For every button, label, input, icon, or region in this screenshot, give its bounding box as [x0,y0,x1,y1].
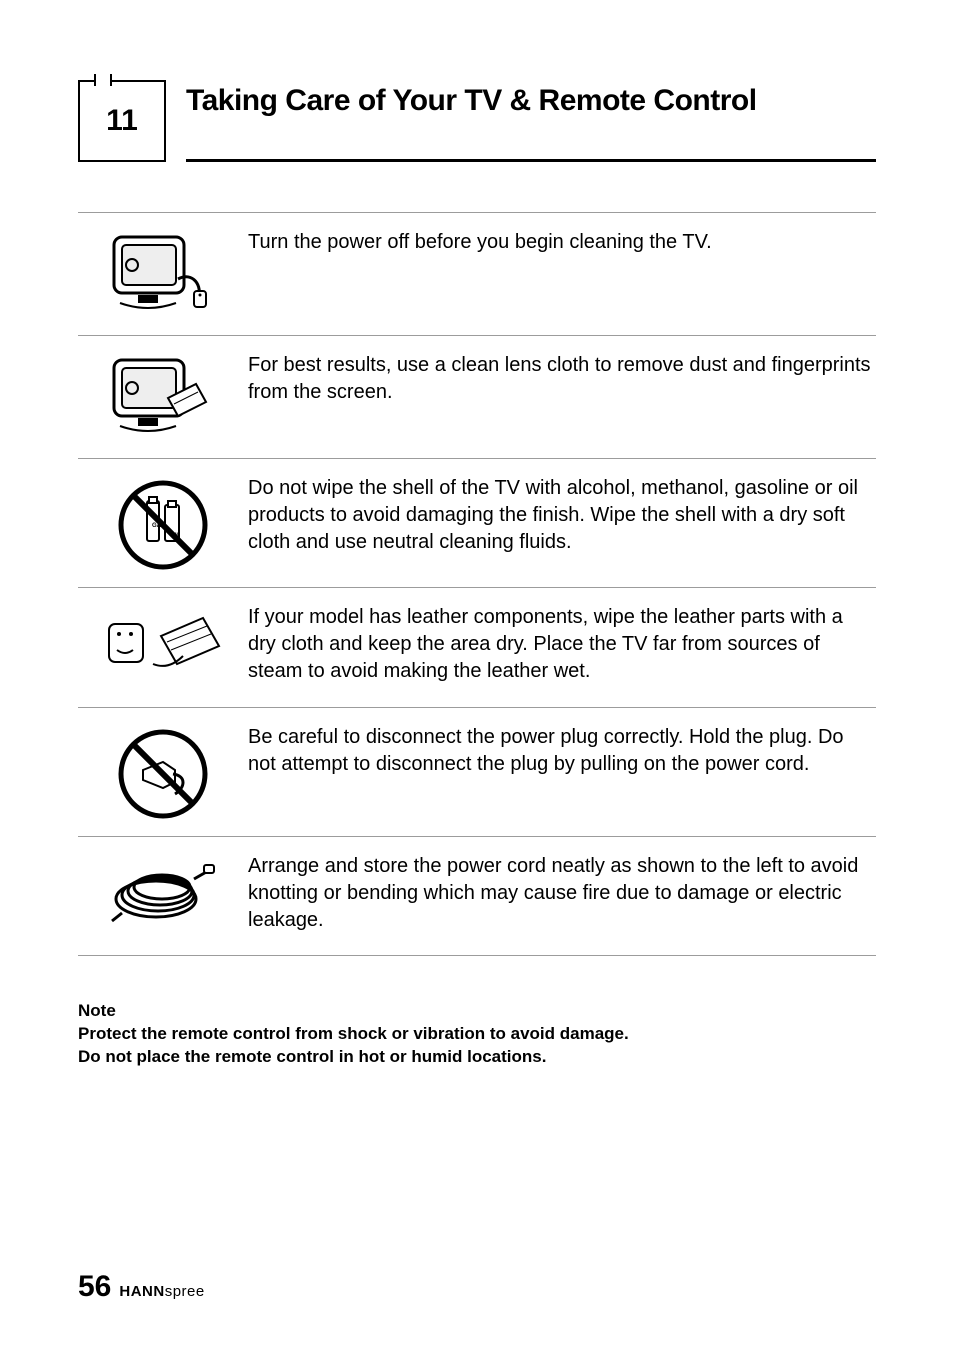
note-heading: Note [78,1000,876,1023]
tip-row: GAS OIL Do not wipe the shell of the TV … [78,458,876,587]
no-chemicals-icon: GAS OIL [78,473,248,573]
chapter-number-box: 11 [78,80,166,162]
chapter-notch-decoration [94,74,112,86]
chapter-title-wrap: Taking Care of Your TV & Remote Control [186,80,876,162]
chapter-number: 11 [106,104,138,138]
brand-part-2: spree [165,1283,205,1300]
tip-row: If your model has leather components, wi… [78,587,876,707]
tip-row: Turn the power off before you begin clea… [78,212,876,335]
tip-text: For best results, use a clean lens cloth… [248,350,876,406]
tip-text: Arrange and store the power cord neatly … [248,851,876,934]
tv-power-off-icon [78,227,248,321]
tip-text: Do not wipe the shell of the TV with alc… [248,473,876,556]
note-line-2: Do not place the remote control in hot o… [78,1046,876,1069]
tip-text: If your model has leather components, wi… [248,602,876,685]
tip-text: Turn the power off before you begin clea… [248,227,712,256]
leather-care-icon [78,602,248,686]
note-block: Note Protect the remote control from sho… [78,1000,876,1069]
note-line-1: Protect the remote control from shock or… [78,1023,876,1046]
tip-text: Be careful to disconnect the power plug … [248,722,876,778]
no-pull-cord-icon [78,722,248,822]
chapter-header: 11 Taking Care of Your TV & Remote Contr… [78,80,876,162]
tip-row: Be careful to disconnect the power plug … [78,707,876,836]
page-footer: 56 HANNspree [78,1270,205,1304]
brand-logo: HANNspree [119,1283,204,1300]
tips-list: Turn the power off before you begin clea… [78,212,876,956]
brand-part-1: HANN [119,1283,164,1300]
coil-cord-icon [78,851,248,935]
page-number: 56 [78,1270,111,1304]
chapter-title: Taking Care of Your TV & Remote Control [186,84,757,119]
tip-row: For best results, use a clean lens cloth… [78,335,876,458]
tv-cloth-icon [78,350,248,444]
tip-row: Arrange and store the power cord neatly … [78,836,876,956]
